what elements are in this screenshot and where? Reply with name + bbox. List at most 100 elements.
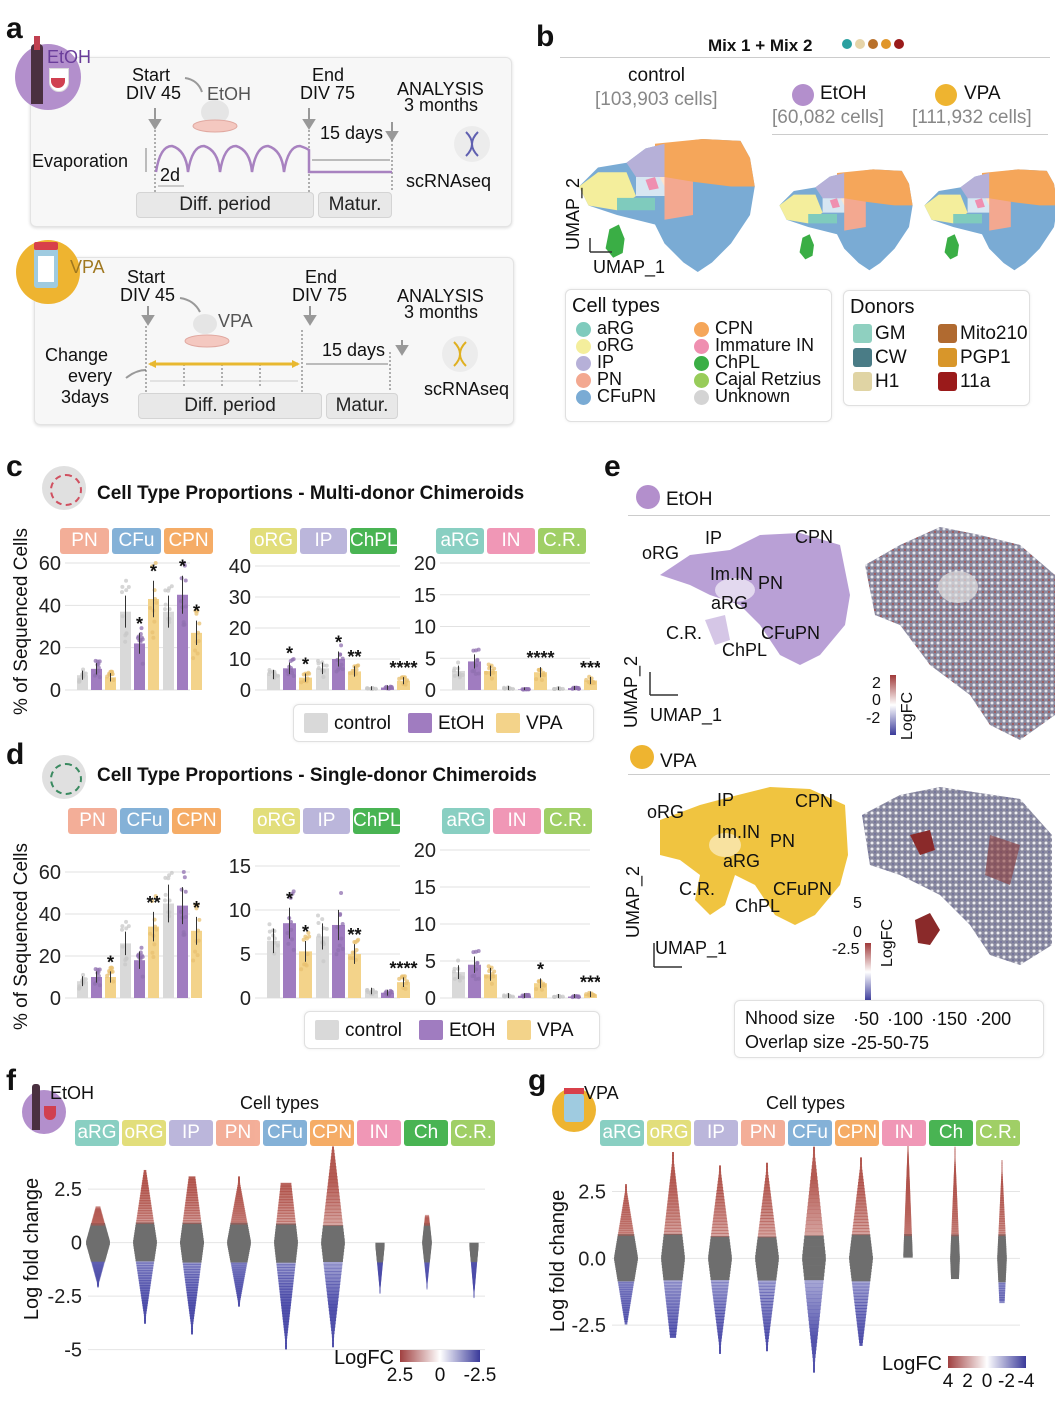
data-point bbox=[373, 990, 378, 995]
swarm-segment bbox=[668, 1188, 678, 1193]
y-tick-label: 20 bbox=[39, 946, 61, 968]
vpa-cell-count: [111,932 cells] bbox=[912, 107, 1032, 128]
swarm-segment bbox=[624, 1195, 628, 1200]
data-point bbox=[193, 608, 198, 613]
vpa-timeline-diagram bbox=[125, 297, 478, 392]
y-tick-label: 0 bbox=[50, 680, 61, 700]
data-point bbox=[150, 564, 155, 569]
swarm-segment bbox=[805, 1228, 823, 1233]
swarm-segment bbox=[144, 1319, 146, 1324]
data-point bbox=[290, 937, 295, 942]
y-tick-label: 10 bbox=[229, 649, 251, 671]
swarm-segment bbox=[137, 1267, 153, 1272]
legend-swatch bbox=[694, 338, 709, 354]
swarm-segment bbox=[757, 1273, 777, 1278]
swarm-segment bbox=[135, 1259, 155, 1264]
swarm-segment bbox=[143, 1307, 147, 1312]
data-point bbox=[316, 913, 320, 918]
data-point bbox=[340, 946, 345, 951]
swarm-segment bbox=[625, 1184, 627, 1189]
swarm-segment bbox=[328, 1179, 338, 1184]
data-point bbox=[97, 659, 102, 664]
data-point bbox=[339, 936, 344, 941]
cluster-label: ChPL bbox=[722, 640, 768, 660]
swarm-segment bbox=[661, 1261, 685, 1266]
data-point bbox=[124, 956, 129, 961]
swarm-segment bbox=[277, 1207, 295, 1212]
legend-swatch-control bbox=[315, 1020, 339, 1040]
data-point bbox=[182, 563, 187, 568]
data-point bbox=[476, 948, 481, 953]
swarm-segment bbox=[138, 1202, 152, 1207]
swarm-segment bbox=[758, 1282, 776, 1287]
swarm-segment bbox=[231, 1216, 247, 1221]
data-point bbox=[139, 626, 144, 631]
legend-swatch bbox=[694, 355, 709, 371]
swarm-segment bbox=[802, 1261, 826, 1266]
swarm-segment bbox=[321, 1235, 345, 1240]
swarm-segment bbox=[183, 1268, 201, 1273]
swarm-segment bbox=[805, 1287, 823, 1292]
data-point bbox=[337, 665, 342, 670]
cluster-label: CFuPN bbox=[773, 879, 833, 899]
swarm-segment bbox=[952, 1213, 958, 1217]
vpa-change-line2: every bbox=[68, 366, 113, 386]
swarm-segment bbox=[665, 1291, 681, 1296]
data-point bbox=[111, 678, 116, 683]
swarm-segment bbox=[666, 1306, 680, 1311]
swarm-segment bbox=[135, 1227, 155, 1232]
data-point bbox=[484, 974, 489, 979]
swarm-segment bbox=[999, 1213, 1005, 1218]
data-point bbox=[534, 677, 539, 682]
y-tick-label: 0 bbox=[71, 1233, 82, 1255]
e-etoh-umap bbox=[649, 527, 1055, 740]
cluster-label: PN bbox=[770, 831, 796, 851]
swarm-segment bbox=[185, 1284, 199, 1289]
swarm-segment bbox=[663, 1236, 683, 1241]
swarm-segment bbox=[136, 1264, 154, 1269]
swarm-segment bbox=[134, 1229, 156, 1234]
data-point bbox=[321, 959, 326, 964]
swarm-segment bbox=[851, 1280, 871, 1285]
bar-control bbox=[316, 936, 329, 998]
cell-type-chip: oRG bbox=[122, 1120, 166, 1146]
swarm-segment bbox=[856, 1314, 866, 1319]
nhood-size-item: ·150 bbox=[931, 1009, 968, 1029]
swarm-segment bbox=[953, 1189, 957, 1194]
swarm-segment bbox=[858, 1332, 864, 1337]
swarm-segment bbox=[803, 1239, 825, 1244]
swarm-segment bbox=[184, 1209, 200, 1214]
swarm-segment bbox=[810, 1331, 818, 1336]
data-point bbox=[153, 561, 158, 565]
legend-swatch bbox=[576, 338, 591, 354]
data-point bbox=[124, 919, 129, 924]
swarm-segment bbox=[615, 1265, 637, 1270]
overlap-size-item: -50 bbox=[877, 1033, 904, 1053]
legend-swatch bbox=[576, 372, 591, 388]
vpa-diff-period: Diff. period bbox=[138, 393, 322, 419]
legend-swatch bbox=[938, 324, 957, 344]
swarm-segment bbox=[274, 1234, 298, 1239]
swarm-segment bbox=[321, 1244, 345, 1249]
dna-icon bbox=[465, 131, 479, 157]
data-point bbox=[286, 941, 291, 946]
swarm-segment bbox=[230, 1260, 248, 1265]
chart-d: 0 20 40 60 * ** * 0 5 10 15 * * ** **** 0 5 10 15 20 * *** PN C… bbox=[0, 806, 600, 1006]
swarm-segment bbox=[184, 1207, 200, 1212]
cell-type-chip: IP bbox=[169, 1120, 213, 1146]
y-tick-label: 5 bbox=[240, 944, 251, 966]
swarm-segment bbox=[617, 1236, 635, 1241]
cell-type-chip: IN bbox=[882, 1120, 926, 1146]
e-vpa-colorbar-title: LogFC bbox=[879, 918, 896, 967]
swarm-segment bbox=[709, 1266, 731, 1271]
significance-mark: * bbox=[286, 889, 293, 909]
legend-item: H1 bbox=[853, 371, 899, 393]
data-point bbox=[153, 596, 158, 601]
swarm-segment bbox=[424, 1214, 430, 1219]
swarm-segment bbox=[276, 1215, 296, 1220]
data-point bbox=[475, 657, 480, 662]
swarm-segment bbox=[804, 1276, 824, 1281]
data-point bbox=[289, 927, 294, 932]
y-tick-label: 20 bbox=[414, 553, 436, 575]
